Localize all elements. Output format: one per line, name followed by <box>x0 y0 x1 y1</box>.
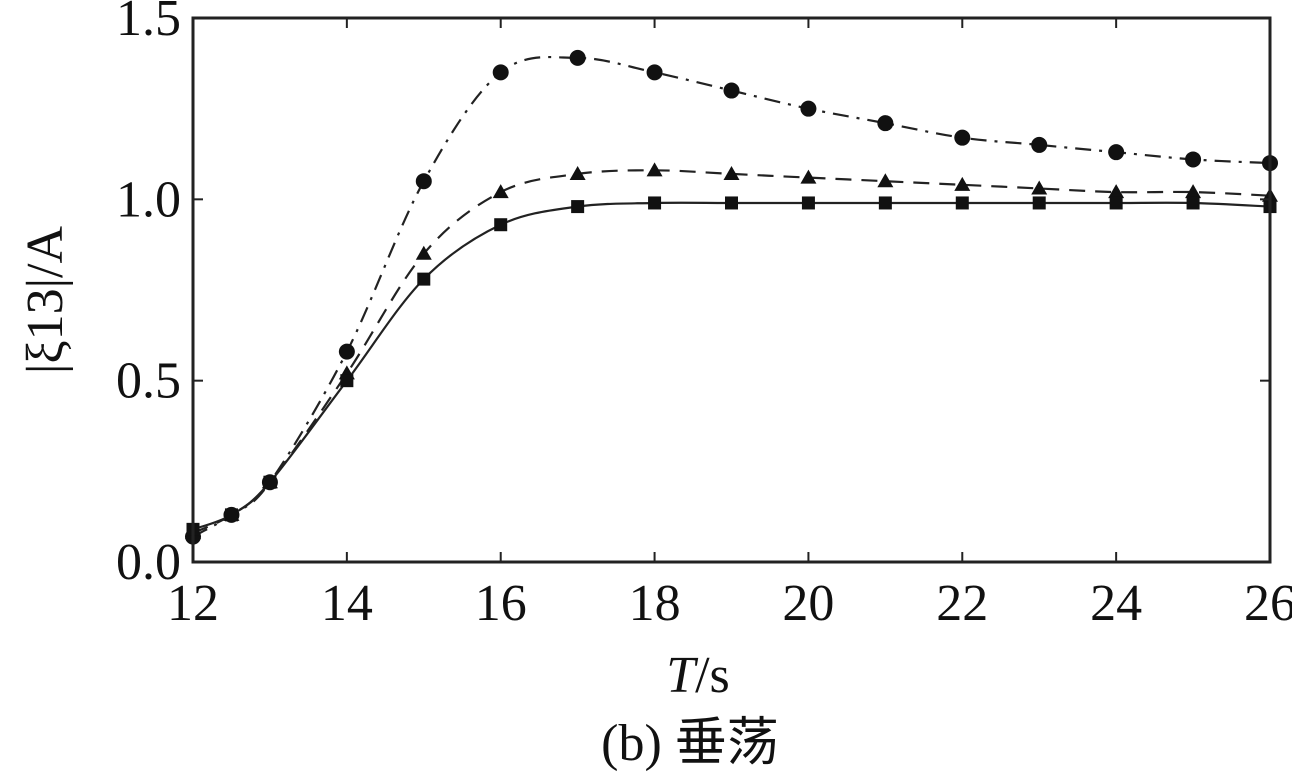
x-tick-label: 26 <box>1244 575 1292 632</box>
data-point-square <box>340 374 354 388</box>
data-point-square <box>878 196 892 210</box>
data-point-circle <box>723 82 740 99</box>
data-point-square <box>955 196 969 210</box>
x-tick-label: 20 <box>782 575 834 632</box>
series-line-triangle <box>192 169 1271 534</box>
data-point-triangle <box>569 165 586 180</box>
data-point-triangle <box>1185 184 1202 199</box>
x-tick-label: 12 <box>167 575 219 632</box>
y-tick-label: 0.5 <box>116 353 181 410</box>
plot-area <box>185 49 1278 545</box>
x-tick-label: 18 <box>629 575 681 632</box>
data-point-triangle <box>492 184 509 199</box>
data-point-triangle <box>954 176 971 191</box>
data-point-circle <box>877 115 894 132</box>
x-axis-label-unit: /s <box>695 647 730 704</box>
x-tick-label: 14 <box>321 575 373 632</box>
data-point-square <box>1109 196 1123 210</box>
data-point-triangle <box>1031 180 1048 195</box>
x-tick-label: 16 <box>475 575 527 632</box>
data-point-triangle <box>646 162 663 177</box>
x-tick-label: 22 <box>936 575 988 632</box>
data-point-circle <box>1185 151 1202 168</box>
data-point-circle <box>646 64 663 81</box>
series-square <box>186 196 1277 536</box>
data-point-circle <box>415 173 432 190</box>
plot-frame <box>191 16 1272 564</box>
data-point-triangle <box>877 173 894 188</box>
series-line-circle <box>192 55 1271 538</box>
data-point-square <box>494 218 508 232</box>
axes: 12 14 16 18 20 22 24 26 0.0 0.5 1.0 1.5 <box>116 0 1292 632</box>
data-point-square <box>648 196 662 210</box>
series-circle <box>185 49 1278 545</box>
data-point-triangle <box>723 165 740 180</box>
data-point-square <box>417 272 431 286</box>
x-tick-label: 24 <box>1090 575 1142 632</box>
data-point-square <box>801 196 815 210</box>
y-axis-label: |ξ13|/A <box>17 226 74 374</box>
x-axis-label: T/s <box>666 647 730 704</box>
data-point-square <box>725 196 738 210</box>
data-point-triangle <box>800 169 817 184</box>
data-point-square <box>224 508 238 522</box>
data-point-square <box>263 475 277 489</box>
figure-caption: (b) 垂荡 <box>601 715 779 772</box>
x-axis-label-italic: T <box>666 647 698 704</box>
data-point-circle <box>492 64 509 81</box>
series-line-square <box>192 201 1271 531</box>
data-point-circle <box>569 49 586 66</box>
data-point-square <box>571 200 585 214</box>
data-point-circle <box>338 343 355 360</box>
labels: |ξ13|/A T/s (b) 垂荡 <box>17 226 779 772</box>
data-point-circle <box>954 129 971 146</box>
data-point-triangle <box>415 245 432 260</box>
data-point-square <box>1186 196 1200 210</box>
data-point-circle <box>800 100 817 117</box>
data-point-circle <box>1031 136 1048 153</box>
y-tick-label: 0.0 <box>116 534 181 591</box>
y-tick-label: 1.5 <box>116 0 181 47</box>
data-point-circle <box>1108 144 1125 161</box>
y-tick-label: 1.0 <box>116 171 181 228</box>
data-point-square <box>1032 196 1046 210</box>
data-point-triangle <box>1108 184 1125 199</box>
